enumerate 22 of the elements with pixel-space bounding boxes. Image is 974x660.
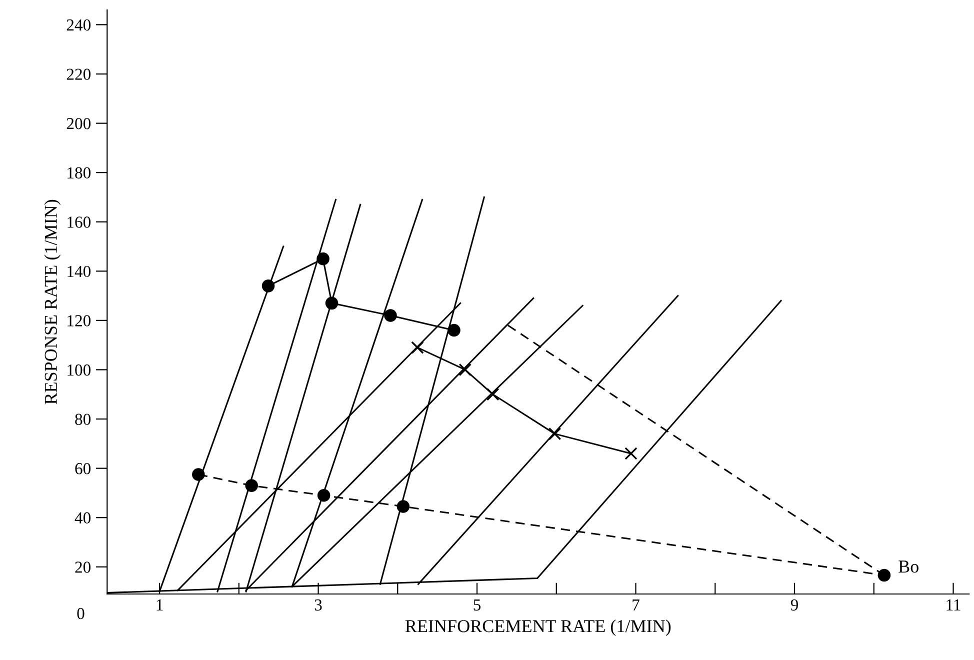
- x-tick-label: 9: [790, 599, 798, 611]
- y-tick-label: 160: [68, 216, 91, 228]
- y-tick-label: 220: [66, 68, 91, 80]
- x-tick-label: 3: [314, 599, 322, 611]
- y-tick-label: 20: [75, 562, 91, 573]
- annotation: Bo: [898, 560, 918, 573]
- y-tick-label: 40: [74, 512, 91, 524]
- y-tick-label: 180: [68, 167, 91, 179]
- x-tick-label: 11: [946, 599, 960, 610]
- y-tick-label: 120: [68, 315, 91, 326]
- y-axis-title: RESPONSE RATE (1/MIN): [44, 200, 61, 404]
- y-tick-label: 60: [75, 463, 91, 474]
- text: 0: [77, 608, 84, 620]
- y-tick-label: 240: [66, 19, 91, 31]
- y-tick-label: 100: [68, 364, 91, 376]
- x-tick-label: 5: [474, 600, 481, 611]
- x-axis-title: REINFORCEMENT RATE (1/MIN): [405, 620, 671, 636]
- y-tick-label: 140: [68, 266, 91, 278]
- x-tick-label: 1: [156, 599, 163, 610]
- x-tick-label: 7: [632, 600, 640, 610]
- y-tick-label: 200: [66, 118, 91, 130]
- y-tick-label: 80: [75, 414, 91, 425]
